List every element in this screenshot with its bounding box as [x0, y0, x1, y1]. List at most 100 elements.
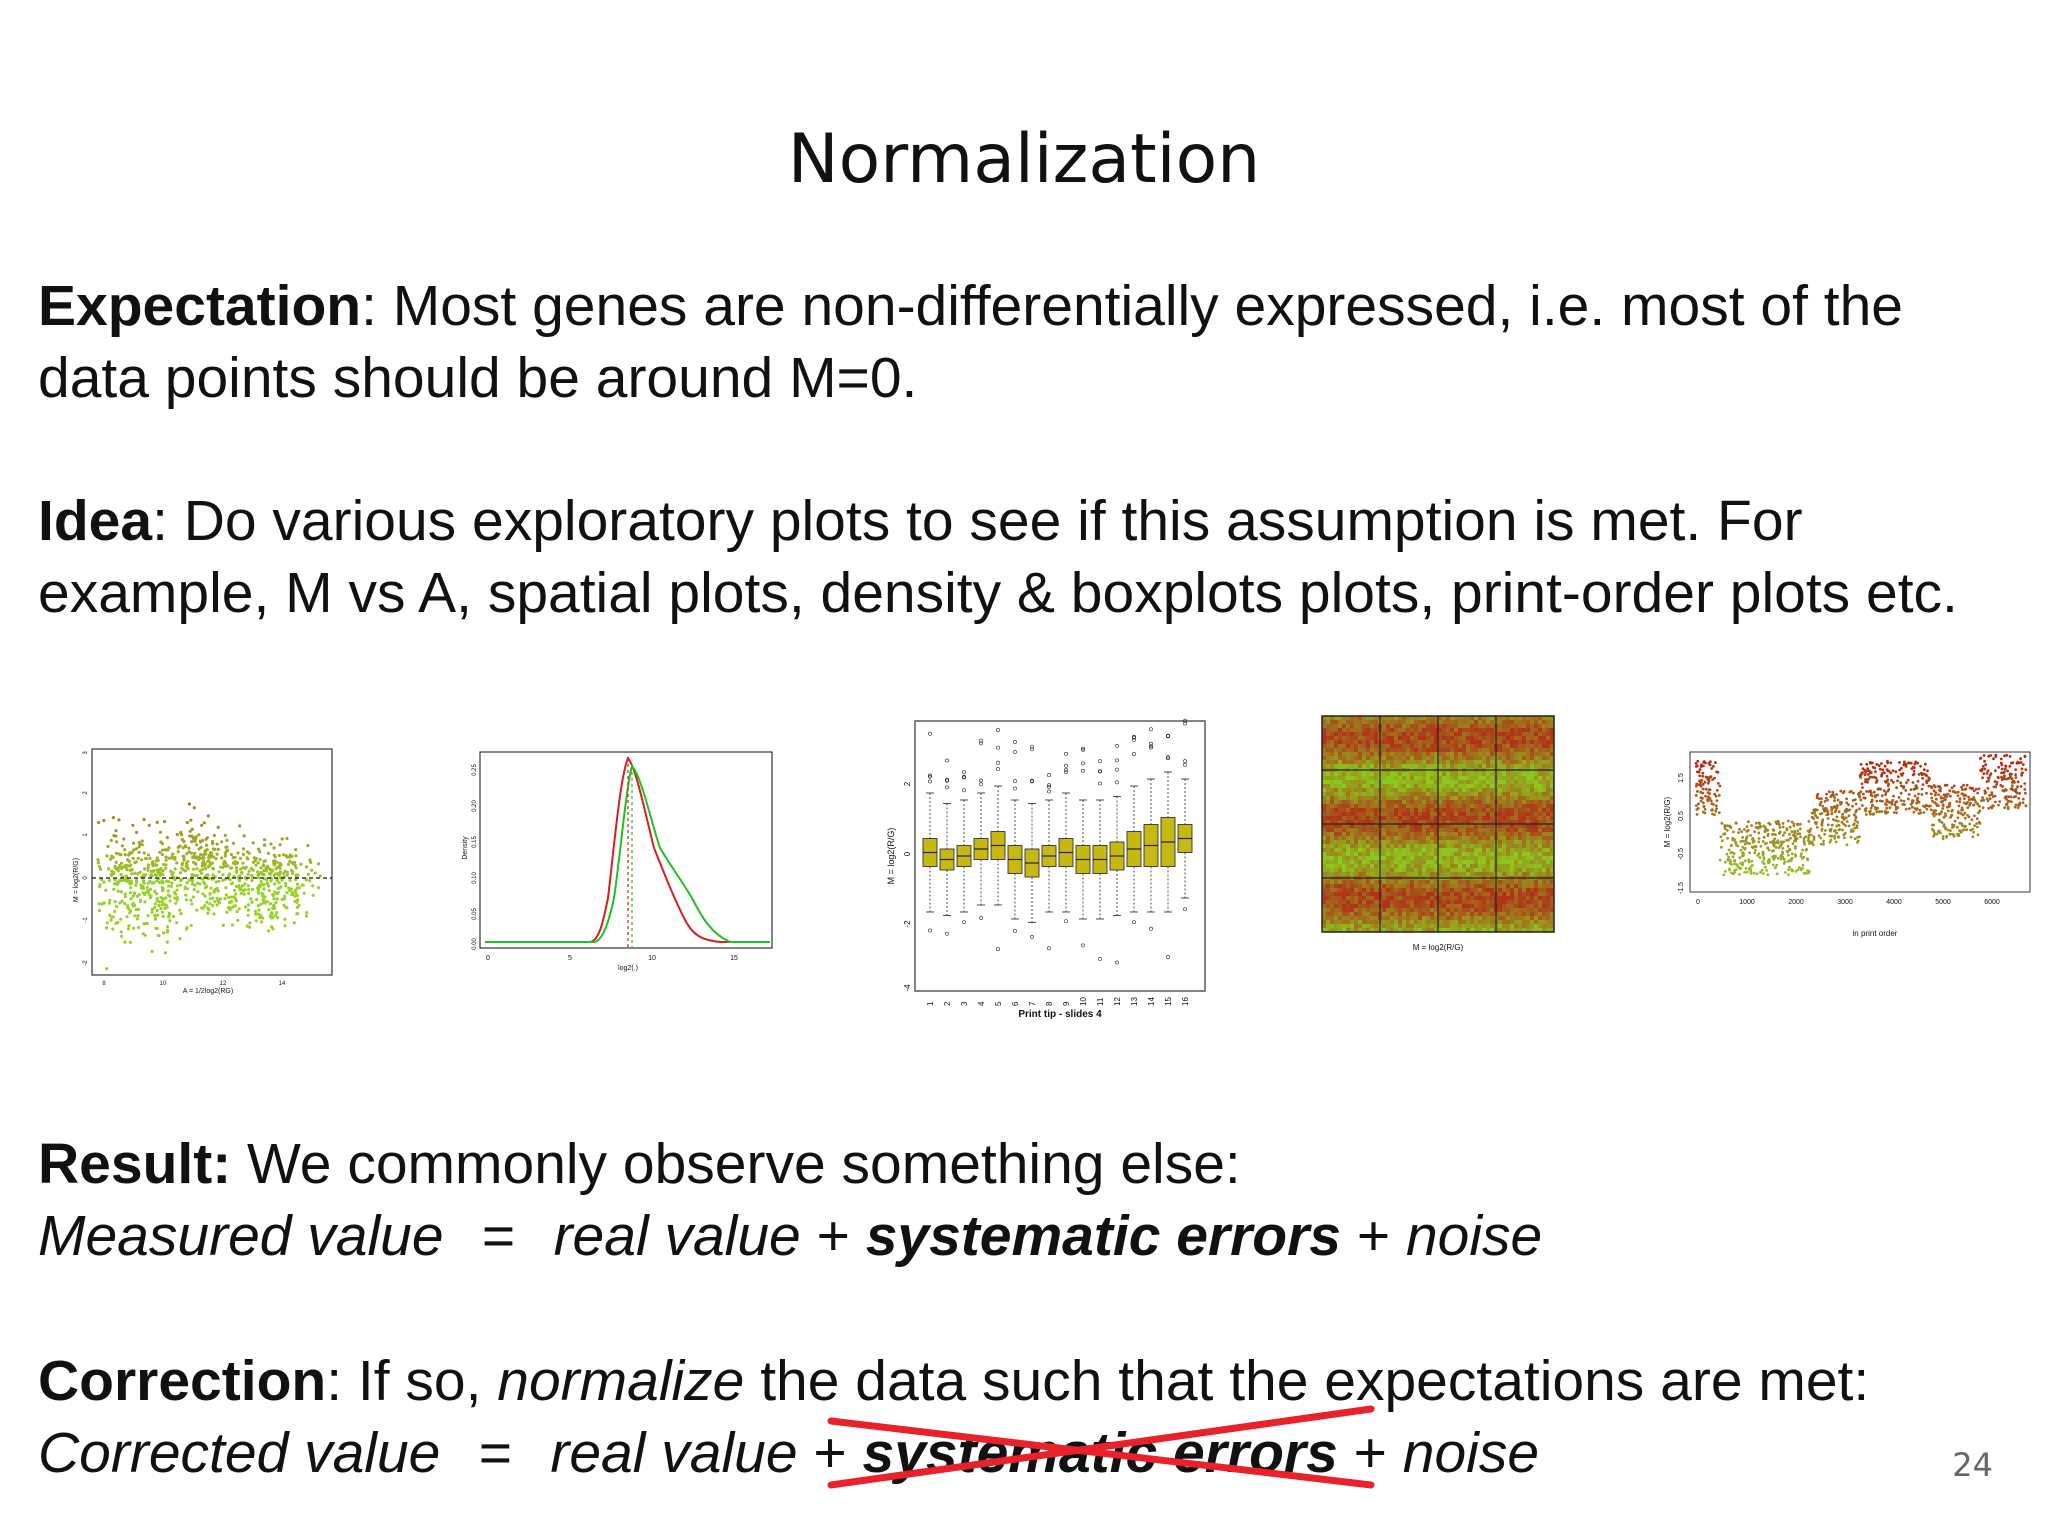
boxplot-boxes — [922, 718, 1193, 965]
boxplot: M = log2(R/G) Print tip - slides 4 1 2 3 4 5… — [880, 716, 1216, 1026]
ma-xlabel: A = 1/2log2(RG) — [183, 988, 233, 995]
plus-sign: + — [1337, 1421, 1403, 1485]
density-xtick: 10 — [648, 955, 656, 962]
result-text: We commonly observe something else: — [231, 1132, 1241, 1196]
correction-text-after: the data such that the expectations are … — [744, 1349, 1870, 1413]
ma-ytick: -2 — [83, 960, 89, 966]
boxplot-ytick: 0 — [903, 851, 912, 856]
density-xtick: 0 — [486, 955, 490, 962]
po-ytick: -0.5 — [1678, 848, 1685, 860]
boxplot-xtick: 3 — [960, 1001, 969, 1006]
noise-term: noise — [1402, 1421, 1540, 1485]
boxplot-ytick: -2 — [903, 920, 912, 928]
print-order-plot: M = log2(R/G) in print order 0 1000 2000 30… — [1660, 744, 2038, 944]
idea-paragraph: Idea: Do various exploratory plots to se… — [38, 485, 2028, 629]
ma-ytick: -1 — [83, 917, 89, 923]
real-value-term: real value — [553, 1204, 801, 1268]
boxplot-xtick: 8 — [1045, 1001, 1054, 1006]
po-ytick: -1.5 — [1678, 882, 1685, 894]
density-xlabel: log2(.) — [618, 965, 638, 972]
po-xtick: 2000 — [1788, 899, 1804, 906]
density-ytick: 0.15 — [472, 836, 478, 848]
plus-sign: + — [797, 1421, 863, 1485]
boxplot-ytick: 2 — [903, 781, 912, 786]
boxplot-xlabel: Print tip - slides 4 — [1018, 1009, 1102, 1020]
density-ylabel: Density — [462, 836, 469, 860]
spatial-xlabel: M = log2(R/G) — [1413, 943, 1464, 952]
density-plot: Density log2(.) 0 5 10 15 0.25 0.20 0.15… — [460, 748, 778, 978]
ma-scatter-points — [96, 802, 322, 971]
boxplot-xtick: 1 — [926, 1001, 935, 1006]
expectation-text: : Most genes are non-differentially expr… — [38, 274, 1904, 410]
page-number: 24 — [1952, 1446, 1993, 1484]
density-ytick: 0.10 — [472, 872, 478, 884]
po-xtick: 5000 — [1935, 899, 1951, 906]
density-green-curve — [485, 763, 770, 943]
po-xtick: 0 — [1696, 899, 1700, 906]
measured-formula: Measured value = real value + systematic e… — [38, 1200, 1542, 1272]
boxplot-xtick: 7 — [1028, 1001, 1037, 1006]
correction-paragraph: Correction: If so, normalize the data su… — [38, 1345, 2028, 1417]
ma-xtick: 12 — [220, 981, 227, 987]
real-value-term: real value — [550, 1421, 798, 1485]
noise-term: noise — [1405, 1204, 1543, 1268]
correction-label: Correction — [38, 1349, 327, 1413]
result-paragraph: Result: We commonly observe something el… — [38, 1128, 2028, 1200]
boxplot-ylabel: M = log2(R/G) — [886, 828, 896, 885]
expectation-label: Expectation — [38, 274, 362, 338]
density-ytick: 0.05 — [472, 908, 478, 920]
po-xtick: 3000 — [1837, 899, 1853, 906]
ma-ytick: 0 — [83, 876, 89, 880]
boxplot-xtick: 5 — [994, 1001, 1003, 1006]
ma-ytick: 3 — [83, 751, 89, 755]
po-xlabel: in print order — [1853, 929, 1898, 938]
systematic-errors-term: systematic errors — [865, 1204, 1341, 1268]
ma-xtick: 10 — [160, 981, 167, 987]
po-ytick: 0.5 — [1678, 811, 1685, 821]
boxplot-ytick: -4 — [903, 984, 912, 992]
boxplot-xtick: 11 — [1096, 997, 1105, 1006]
density-xtick: 15 — [730, 955, 738, 962]
boxplot-xtick: 9 — [1062, 1001, 1071, 1006]
boxplot-xtick: 6 — [1011, 1001, 1020, 1006]
density-ytick: 0.00 — [472, 938, 478, 950]
po-xtick: 6000 — [1984, 899, 2000, 906]
boxplot-xtick: 14 — [1147, 997, 1156, 1006]
normalize-word: normalize — [497, 1349, 745, 1413]
ma-ytick: 1 — [83, 833, 89, 837]
boxplot-xtick: 4 — [977, 1001, 986, 1006]
red-strike-cross — [827, 1405, 1374, 1489]
expectation-paragraph: Expectation: Most genes are non-differen… — [38, 270, 2028, 414]
slide-title: Normalization — [787, 120, 1261, 199]
measured-value-term: Measured value — [38, 1204, 444, 1268]
density-red-curve — [485, 756, 770, 943]
density-ytick: 0.20 — [472, 800, 478, 812]
correction-text-before: : If so, — [326, 1349, 498, 1413]
corrected-value-term: Corrected value — [38, 1421, 441, 1485]
po-xtick: 4000 — [1886, 899, 1902, 906]
ma-ylabel: M = log2(R/G) — [73, 858, 80, 902]
boxplot-xtick: 13 — [1130, 997, 1139, 1006]
density-xtick: 5 — [568, 955, 572, 962]
boxplot-xtick: 2 — [943, 1001, 952, 1006]
spatial-plot: M = log2(R/G) — [1318, 712, 1558, 957]
idea-text: : Do various exploratory plots to see if… — [38, 489, 1958, 625]
ma-plot: M = log2(R/G) A = 1/2log2(RG) 8 10 12 14… — [68, 745, 338, 1000]
corrected-formula: Corrected value = real value + systematic … — [38, 1405, 1540, 1489]
ma-xtick: 14 — [279, 981, 286, 987]
po-ytick: 1.5 — [1678, 773, 1685, 783]
density-ytick: 0.25 — [472, 764, 478, 776]
spatial-grid-lines — [1322, 716, 1554, 932]
boxplot-xtick: 15 — [1164, 997, 1173, 1006]
struck-systematic-errors: systematic errors — [827, 1405, 1374, 1489]
idea-label: Idea — [38, 489, 153, 553]
print-order-points — [1694, 753, 2028, 877]
plus-sign: + — [800, 1204, 866, 1268]
ma-xtick: 8 — [102, 981, 106, 987]
boxplot-xtick: 16 — [1181, 997, 1190, 1006]
boxplot-xtick: 10 — [1079, 997, 1088, 1006]
equals-sign: = — [481, 1204, 516, 1268]
po-ylabel: M = log2(R/G) — [1663, 796, 1672, 847]
plus-sign: + — [1341, 1204, 1406, 1268]
ma-ytick: 2 — [83, 791, 89, 795]
